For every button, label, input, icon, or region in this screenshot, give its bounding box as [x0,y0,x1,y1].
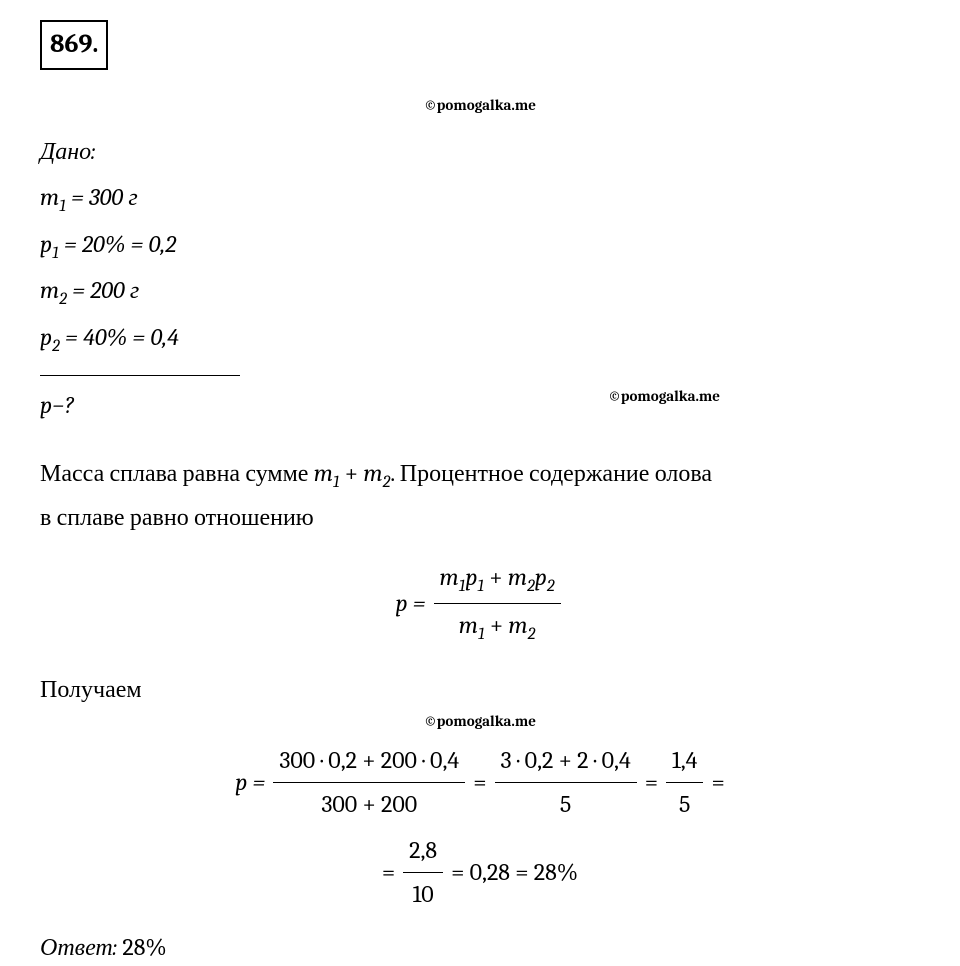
problem-number: 869. [50,29,98,59]
given-divider [40,375,240,376]
frac2-den: 5 [495,783,637,823]
var-m2: m [40,276,59,304]
num-m2-sub: 2 [527,577,535,596]
num-m1: m [440,563,459,591]
val-m1: = 300 г [71,183,138,211]
calc-eq1: = [473,763,486,801]
frac1-num: 300 · 0,2 + 200 · 0,4 [273,741,465,782]
var-find: p [40,391,52,419]
explanation-1: Масса сплава равна сумме m1 + m2. Процен… [40,453,920,538]
frac3-den: 5 [666,783,703,823]
sum-m2: m [363,459,382,487]
frac1-den: 300 + 200 [273,783,465,823]
sub-m2: 2 [59,290,67,309]
text2: Получаем [40,675,142,703]
answer-label: Ответ: [40,933,117,961]
frac2-num: 3 · 0,2 + 2 · 0,4 [495,741,637,782]
given-find: p−? [40,386,240,424]
den-m1-sub: 1 [478,625,485,644]
frac4-den: 10 [403,873,443,913]
den-m1: m [459,611,478,639]
given-m2: m2 = 200 г [40,271,920,314]
val-p2: = 40% = 0,4 [65,323,179,351]
calc-line-2: = 2,8 10 = 0,28 = 28% [40,831,920,913]
find-suffix: −? [52,391,74,419]
var-m1: m [40,183,59,211]
num-p2: p [535,563,547,591]
calc-frac2: 3 · 0,2 + 2 · 0,4 5 [495,741,637,823]
den-m2: m [508,611,527,639]
sum-m1: m [314,459,333,487]
given-m1: m1 = 300 г [40,178,920,221]
given-label: Дано: [40,132,920,170]
watermark-top: ©pomogalka.me [40,93,920,117]
num-m2: m [508,563,527,591]
var-p1: p [40,230,52,258]
line2-rest: = 0,28 = 28% [451,853,578,891]
text1b: . Процентное содержание олова [390,459,712,487]
given-p2: p2 = 40% = 0,4 [40,318,920,361]
watermark-calc: ©pomogalka.me [40,709,920,733]
den-m2-sub: 2 [528,625,536,644]
den-plus: + [485,611,509,639]
calc-frac3: 1,4 5 [666,741,703,823]
problem-number-box: 869. [40,20,108,70]
watermark-mid: ©pomogalka.me [240,384,920,408]
calc-frac1: 300 · 0,2 + 200 · 0,4 300 + 200 [273,741,465,823]
answer-line: Ответ: 28% [40,928,920,966]
sub-p1: 1 [52,243,59,262]
var-p2: p [40,323,52,351]
frac3-num: 1,4 [666,741,703,782]
sub-p2: 2 [52,337,60,356]
given-p1: p1 = 20% = 0,2 [40,225,920,268]
calc-frac4: 2,8 10 [403,831,443,913]
num-p2-sub: 2 [547,577,555,596]
num-plus: + [484,563,508,591]
formula-main: p = m1p1 + m2p2 m1 + m2 [40,558,920,648]
val-p1: = 20% = 0,2 [64,230,176,258]
calc-left: p = [235,763,265,801]
line2-lead: = [382,853,395,891]
given-block: Дано: m1 = 300 г p1 = 20% = 0,2 m2 = 200… [40,132,920,428]
sum-plus: + [340,459,364,487]
num-p1: p [465,563,477,591]
explanation-2: Получаем [40,669,920,710]
calc-line-1: p = 300 · 0,2 + 200 · 0,4 300 + 200 = 3 … [40,741,920,823]
frac4-num: 2,8 [403,831,443,872]
text1a: Масса сплава равна сумме [40,459,314,487]
calc-eq2: = [645,763,658,801]
sum-m1-sub: 1 [333,473,340,492]
formula-fraction: m1p1 + m2p2 m1 + m2 [434,558,561,648]
answer-value: 28% [117,933,167,961]
formula-left: p = [395,584,425,622]
sub-m1: 1 [59,197,66,216]
text1c: в сплаве равно отношению [40,503,314,531]
val-m2: = 200 г [72,276,139,304]
calc-trail: = [711,763,724,801]
